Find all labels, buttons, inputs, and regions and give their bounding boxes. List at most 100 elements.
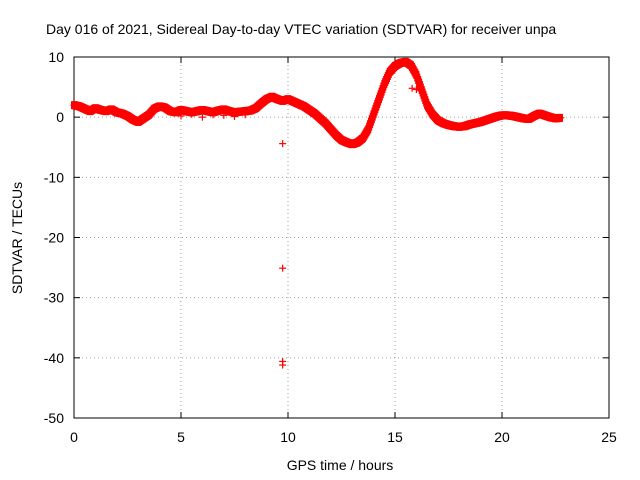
data-point <box>365 125 372 134</box>
data-point <box>135 117 142 126</box>
data-point <box>108 105 115 114</box>
data-point <box>119 109 126 118</box>
data-point <box>204 107 211 116</box>
data-point <box>220 111 228 119</box>
x-tick-label: 5 <box>177 429 185 445</box>
data-point <box>76 102 83 111</box>
data-point <box>466 120 473 129</box>
x-tick-label: 15 <box>387 429 403 445</box>
data-point <box>327 125 334 134</box>
data-point <box>172 108 179 117</box>
data-point <box>301 102 308 111</box>
data-point <box>493 112 500 121</box>
x-tick-label: 0 <box>70 429 78 445</box>
data-point <box>370 110 377 119</box>
data-point <box>220 105 227 114</box>
data-point-outlier <box>279 264 287 272</box>
data-point <box>124 111 131 120</box>
data-point <box>556 113 563 122</box>
data-point <box>183 107 190 116</box>
data-point <box>242 107 249 116</box>
x-tick-labels: 0 5 10 15 20 25 <box>70 429 617 445</box>
data-point <box>167 107 174 116</box>
data-point <box>429 110 436 119</box>
data-point <box>375 95 382 104</box>
data-point <box>151 104 158 113</box>
x-tick-label: 10 <box>280 429 296 445</box>
data-point <box>417 87 425 95</box>
data-point <box>113 108 120 117</box>
data-point-outlier <box>279 140 287 148</box>
data-point <box>156 102 163 111</box>
data-point <box>103 107 110 116</box>
y-tick-label: -30 <box>44 290 64 306</box>
data-point <box>188 110 196 118</box>
data-point <box>499 111 505 120</box>
data-point <box>472 119 479 128</box>
y-tick-label: 0 <box>56 109 64 125</box>
data-points <box>70 57 565 369</box>
data-point <box>477 117 484 126</box>
data-point <box>359 134 366 143</box>
data-point <box>263 95 270 104</box>
data-point <box>97 105 104 114</box>
data-point <box>349 140 356 149</box>
data-point <box>488 114 495 123</box>
data-point <box>258 99 265 108</box>
data-point <box>343 138 350 147</box>
data-point <box>178 105 184 114</box>
data-point <box>295 99 302 108</box>
data-point <box>231 108 238 117</box>
data-point <box>145 110 152 119</box>
data-point <box>290 97 297 106</box>
y-tick-label: -20 <box>44 230 64 246</box>
x-tick-label: 25 <box>601 429 617 445</box>
data-point <box>434 116 441 125</box>
data-point <box>504 111 511 120</box>
data-point <box>268 92 275 101</box>
data-point <box>231 113 238 121</box>
data-point <box>306 105 313 114</box>
data-point <box>317 114 324 123</box>
data-point-outlier <box>279 361 287 369</box>
data-point <box>392 62 398 71</box>
data-point <box>226 107 233 116</box>
data-point <box>456 122 463 131</box>
data-point <box>515 113 522 122</box>
x-axis-label: GPS time / hours <box>287 457 394 473</box>
data-point <box>531 111 538 120</box>
data-point <box>482 116 489 125</box>
data-point <box>209 111 217 119</box>
data-point <box>418 86 425 95</box>
data-point <box>397 59 404 68</box>
y-axis-label: SDTVAR / TECUs <box>9 182 25 294</box>
data-point <box>552 114 559 123</box>
data-point <box>81 104 88 113</box>
data-point <box>525 114 532 123</box>
data-point <box>424 101 431 110</box>
data-point <box>71 101 77 110</box>
data-point <box>279 96 286 105</box>
data-point <box>354 138 361 147</box>
data-point <box>198 113 206 121</box>
data-point <box>547 113 554 122</box>
data-point <box>338 136 345 145</box>
data-point <box>241 111 249 119</box>
data-point <box>509 111 516 120</box>
data-point <box>161 103 168 112</box>
data-point <box>386 68 393 77</box>
data-point <box>461 122 468 131</box>
data-point <box>322 119 329 128</box>
data-point <box>536 109 543 118</box>
data-point <box>215 106 222 115</box>
data-point <box>252 104 259 113</box>
data-point <box>140 114 147 123</box>
chart-title: Day 016 of 2021, Sidereal Day-to-day VTE… <box>46 21 556 37</box>
data-point <box>450 122 457 131</box>
data-point <box>333 131 340 140</box>
axis-ticks <box>73 56 610 419</box>
x-tick-label: 20 <box>494 429 510 445</box>
data-point <box>236 107 243 116</box>
data-point <box>274 95 281 104</box>
